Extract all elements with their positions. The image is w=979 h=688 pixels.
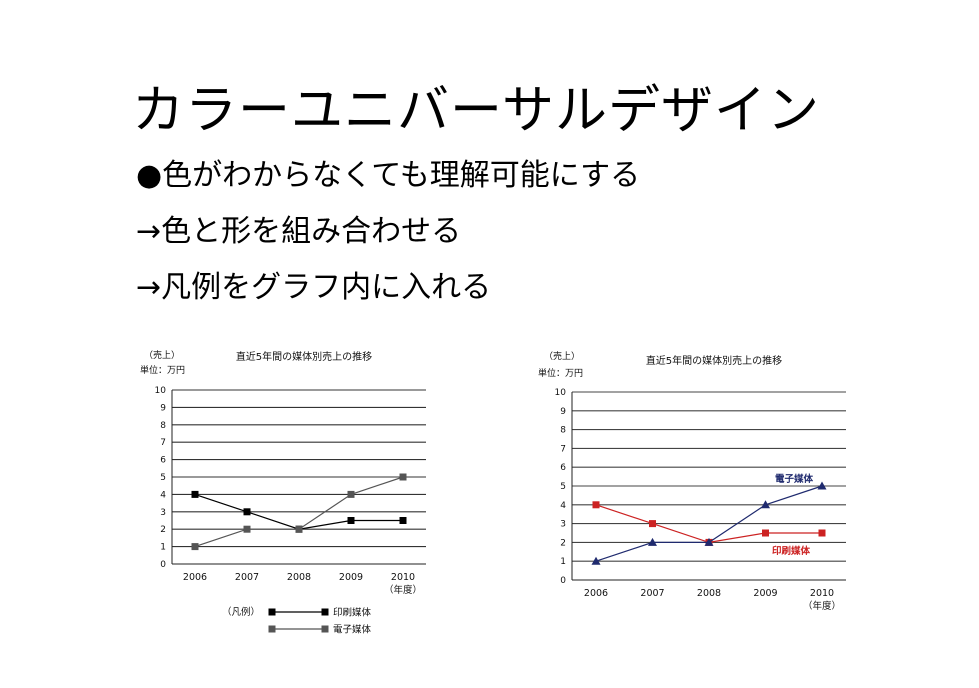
chart-title: 直近5年間の媒体別売上の推移	[236, 350, 372, 363]
bullet-2: →色と形を組み合わせる	[136, 214, 462, 249]
y-tick-label: 1	[560, 557, 566, 567]
y-tick-label: 0	[560, 576, 566, 586]
legend-marker	[321, 608, 329, 616]
y-axis-label: （売上）	[144, 349, 180, 361]
y-tick-label: 7	[160, 438, 166, 448]
y-tick-label: 9	[160, 403, 166, 413]
data-point	[243, 525, 251, 533]
legend-label: 印刷媒体	[333, 607, 372, 619]
data-point	[591, 556, 601, 565]
bullet-3: →凡例をグラフ内に入れる	[136, 270, 492, 305]
y-tick-label: 10	[155, 386, 167, 396]
x-tick-label: 2008	[697, 588, 721, 599]
y-tick-label: 9	[560, 407, 566, 417]
y-tick-label: 6	[560, 463, 566, 473]
data-point	[191, 490, 199, 498]
y-tick-label: 5	[560, 482, 566, 492]
y-tick-label: 5	[160, 473, 166, 483]
x-axis-label: （年度）	[803, 600, 841, 612]
y-tick-label: 0	[160, 560, 166, 570]
chart-color: 直近5年間の媒体別売上の推移 （売上） 単位：万円 0 1 2 3 4 5 6 7 8 9 10 2006 2…	[538, 350, 846, 612]
data-point	[243, 508, 251, 516]
y-tick-label: 8	[160, 421, 166, 431]
data-point	[295, 525, 303, 533]
y-axis-label: （売上）	[544, 350, 580, 362]
data-point	[761, 500, 770, 509]
legend-marker	[268, 608, 276, 616]
bullet-1: ●色がわからなくても理解可能にする	[136, 158, 641, 193]
chart-title: 直近5年間の媒体別売上の推移	[646, 354, 782, 367]
data-point	[399, 473, 407, 481]
y-axis-unit: 単位：万円	[538, 367, 583, 379]
x-tick-label: 2006	[183, 572, 207, 583]
x-tick-label: 2007	[235, 572, 259, 583]
data-point	[347, 490, 355, 498]
y-tick-label: 6	[160, 456, 166, 466]
legend-label: 電子媒体	[333, 624, 372, 636]
inline-legend-label: 電子媒体	[775, 473, 814, 485]
y-tick-label: 4	[160, 490, 166, 500]
x-tick-label: 2007	[640, 588, 664, 599]
data-point	[817, 481, 827, 490]
y-axis-unit: 単位：万円	[140, 364, 185, 376]
y-tick-label: 8	[560, 426, 566, 436]
chart-monochrome: 直近5年間の媒体別売上の推移 （売上） 単位：万円 0 1 2 3 4 5 6 7 8 9 10 2006 2…	[140, 349, 426, 636]
y-tick-label: 2	[160, 525, 166, 535]
data-point	[649, 520, 656, 528]
x-tick-label: 2006	[584, 588, 608, 599]
y-tick-label: 3	[160, 508, 166, 518]
legend-marker	[268, 625, 276, 633]
data-point	[818, 529, 826, 537]
y-tick-label: 3	[560, 520, 566, 530]
x-tick-label: 2009	[753, 588, 777, 599]
data-point	[191, 543, 199, 551]
y-tick-label: 10	[555, 388, 567, 398]
slide-title: カラーユニバーサルデザイン	[132, 81, 820, 141]
y-tick-label: 7	[560, 444, 566, 454]
legend-title: （凡例）	[222, 606, 260, 618]
x-tick-label: 2010	[810, 588, 834, 599]
y-tick-label: 2	[560, 538, 566, 548]
data-point	[648, 537, 657, 546]
x-tick-label: 2008	[287, 572, 311, 583]
data-point	[704, 537, 714, 546]
data-point	[762, 529, 769, 537]
y-tick-label: 4	[560, 501, 566, 511]
legend-marker	[321, 625, 329, 633]
data-point	[347, 517, 355, 524]
y-tick-label: 1	[160, 543, 166, 553]
x-tick-label: 2010	[391, 572, 415, 583]
data-point	[592, 501, 600, 509]
x-axis-label: （年度）	[384, 584, 422, 596]
data-point	[399, 517, 407, 524]
inline-legend-label: 印刷媒体	[772, 545, 811, 557]
x-tick-label: 2009	[339, 572, 363, 583]
